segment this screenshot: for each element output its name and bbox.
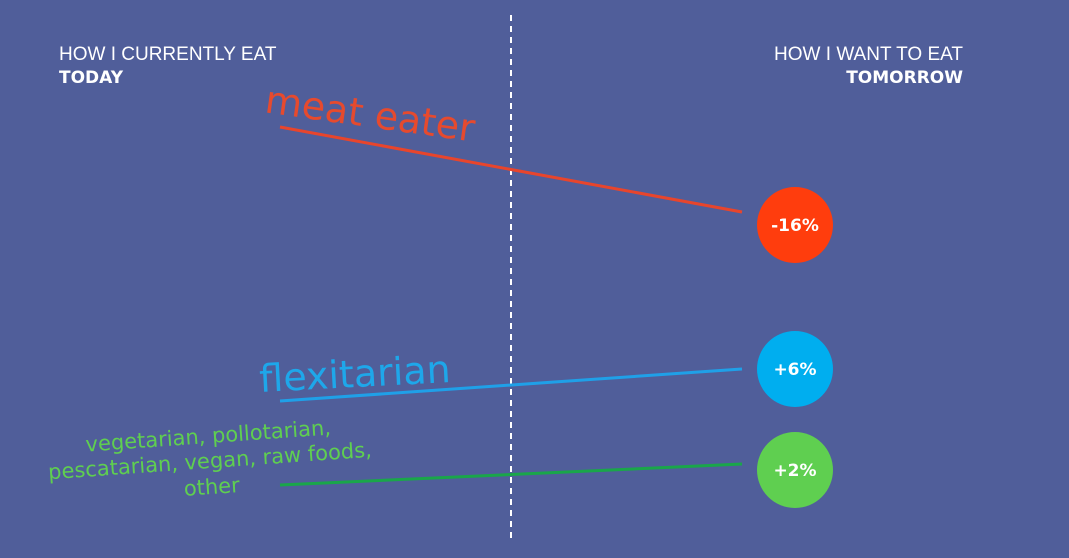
left-subtitle: HOW I CURRENTLY EAT bbox=[59, 44, 277, 65]
slope-line bbox=[279, 125, 743, 214]
slope-line bbox=[279, 462, 743, 487]
change-circle bbox=[757, 187, 833, 263]
left-title: TODAY bbox=[59, 68, 124, 88]
right-title: TOMORROW bbox=[846, 68, 963, 88]
change-label: +6% bbox=[773, 360, 816, 380]
slope-line bbox=[279, 367, 743, 403]
change-circle bbox=[757, 432, 833, 508]
right-subtitle: HOW I WANT TO EAT bbox=[774, 44, 963, 65]
change-label: +2% bbox=[773, 461, 816, 481]
category-label-box: vegetarian, pollotarian, pescatarian, ve… bbox=[47, 415, 373, 501]
change-circle bbox=[757, 331, 833, 407]
category-label: vegetarian, pollotarian, pescatarian, ve… bbox=[47, 415, 373, 501]
change-label: -16% bbox=[771, 216, 819, 236]
